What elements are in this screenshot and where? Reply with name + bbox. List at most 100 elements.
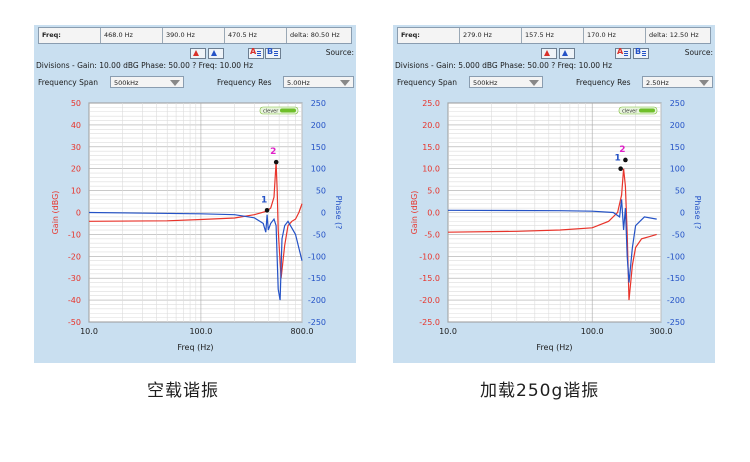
phase-tick-label: -150 (667, 274, 685, 283)
gain-tick-label: -20 (68, 252, 81, 261)
freq-res-select[interactable]: 5.00Hz (283, 76, 354, 88)
clever-logo: clever (618, 106, 658, 115)
gain-tick-label: -10.0 (419, 252, 440, 261)
phase-tick-label: 0 (680, 209, 685, 218)
frequency-settings-row: Frequency Span 500kHz Frequency Res 5.00… (36, 75, 354, 90)
phase-marker-icon[interactable] (208, 48, 224, 59)
gain-marker-icon[interactable] (190, 48, 206, 59)
phase-tick-label: 200 (311, 121, 326, 130)
freq-res-select[interactable]: 2.50Hz (642, 76, 713, 88)
gain-table-icon[interactable]: A (248, 47, 264, 59)
x-tick-label: 10.0 (439, 327, 457, 336)
gain-tick-label: 20 (71, 165, 81, 174)
source-label[interactable]: Source: (325, 48, 354, 57)
marker-label: 2 (270, 147, 276, 157)
gain-tick-label: -20.0 (419, 296, 440, 305)
marker-label: 2 (619, 145, 625, 155)
phase-tick-label: -150 (308, 274, 326, 283)
freq-span-label: Frequency Span (397, 78, 457, 87)
gain-table-icon[interactable]: A (615, 47, 631, 59)
gain-trace (88, 162, 303, 279)
gain-tick-label: -50 (68, 318, 81, 327)
x-tick-label: 10.0 (80, 327, 98, 336)
bode-plot-loaded[interactable]: 25.0 20.0 15.0 10.0 5.0 0.0 -5.0 -10.0 -15.0 -20.… (393, 93, 715, 363)
toolbar-icons: A B Source: (393, 46, 715, 60)
gain-tick-label: 50 (71, 99, 81, 108)
caption-unloaded: 空载谐振 (147, 381, 219, 401)
gain-tick-label: 5.0 (427, 187, 440, 196)
toolbar-icons: A B Source: (34, 46, 356, 60)
gain-tick-label: 15.0 (422, 143, 440, 152)
gain-tick-label: 30 (71, 143, 81, 152)
x-axis-label: Freq (Hz) (536, 343, 572, 352)
chevron-down-icon (699, 80, 709, 86)
chevron-down-icon (340, 80, 350, 86)
logo-mark (639, 108, 655, 113)
bode-plot-unloaded[interactable]: 50403020100-10-20-30-40-5025020015010050… (34, 93, 356, 363)
freq-cursor-value[interactable]: 468.0 Hz (101, 28, 163, 43)
gain-axis-label: Gain (dBG) (410, 191, 419, 235)
chevron-down-icon (170, 80, 180, 86)
logo-mark (280, 108, 296, 113)
phase-tick-label: -200 (308, 296, 326, 305)
freq-span-select[interactable]: 500kHz (110, 76, 184, 88)
phase-table-icon[interactable]: B (633, 47, 649, 59)
phase-table-icon[interactable]: B (265, 47, 281, 59)
x-tick-label: 100.0 (189, 327, 212, 336)
freq-cursor-value[interactable]: 279.0 Hz (460, 28, 522, 43)
phase-tick-label: 100 (311, 165, 326, 174)
phase-tick-label: 100 (670, 165, 685, 174)
divisions-readout: Divisions - Gain: 5.000 dBG Phase: 50.00… (395, 61, 613, 70)
divisions-readout: Divisions - Gain: 10.00 dBG Phase: 50.00… (36, 61, 254, 70)
caption-loaded: 加载250g谐振 (480, 381, 600, 401)
phase-tick-label: 50 (675, 187, 685, 196)
marker1-freq-value[interactable]: 157.5 Hz (522, 28, 584, 43)
gain-tick-label: 25.0 (422, 99, 440, 108)
marker-point (273, 159, 279, 165)
analyzer-panel-unloaded: Freq: 468.0 Hz 390.0 Hz 470.5 Hz delta: … (34, 25, 356, 363)
marker2-freq-value[interactable]: 170.0 Hz (584, 28, 646, 43)
delta-freq-value: delta: 12.50 Hz (649, 31, 699, 39)
phase-trace (88, 211, 303, 301)
x-tick-label: 300.0 (650, 327, 673, 336)
gain-tick-label: 0.0 (427, 209, 440, 218)
gain-axis-label: Gain (dBG) (51, 191, 60, 235)
freq-label: Freq: (398, 28, 460, 43)
freq-res-label: Frequency Res (217, 78, 272, 87)
analyzer-panel-loaded: Freq: 279.0 Hz 157.5 Hz 170.0 Hz delta: … (393, 25, 715, 363)
marker2-freq-value[interactable]: 470.5 Hz (225, 28, 287, 43)
gain-tick-label: -5.0 (424, 230, 440, 239)
x-tick-label: 800.0 (291, 327, 314, 336)
freq-span-select[interactable]: 500kHz (469, 76, 543, 88)
clever-logo: clever (259, 106, 299, 115)
phase-tick-label: -50 (313, 230, 326, 239)
phase-tick-label: 150 (670, 143, 685, 152)
marker-point (623, 157, 628, 163)
x-axis-label: Freq (Hz) (177, 343, 213, 352)
phase-axis-label: Phase (? (693, 196, 702, 230)
marker-label: 1 (615, 154, 621, 164)
source-label[interactable]: Source: (684, 48, 713, 57)
phase-tick-label: 250 (670, 99, 685, 108)
gain-tick-label: -40 (68, 296, 81, 305)
chevron-down-icon (529, 80, 539, 86)
phase-tick-label: -100 (667, 252, 685, 261)
marker1-freq-value[interactable]: 390.0 Hz (163, 28, 225, 43)
freq-res-label: Frequency Res (576, 78, 631, 87)
freq-span-label: Frequency Span (38, 78, 98, 87)
gain-tick-label: -30 (68, 274, 81, 283)
gain-marker-icon[interactable] (541, 48, 557, 59)
phase-tick-label: -50 (672, 230, 685, 239)
gain-tick-label: 10.0 (422, 165, 440, 174)
phase-tick-label: 150 (311, 143, 326, 152)
frequency-cursor-bar: Freq: 279.0 Hz 157.5 Hz 170.0 Hz delta: … (397, 27, 711, 44)
frequency-cursor-bar: Freq: 468.0 Hz 390.0 Hz 470.5 Hz delta: … (38, 27, 352, 44)
phase-tick-label: 50 (316, 187, 326, 196)
x-tick-label: 100.0 (581, 327, 604, 336)
phase-tick-label: -250 (667, 318, 685, 327)
frequency-settings-row: Frequency Span 500kHz Frequency Res 2.50… (395, 75, 713, 90)
gain-trace (447, 168, 657, 301)
phase-marker-icon[interactable] (559, 48, 575, 59)
gain-tick-label: 20.0 (422, 121, 440, 130)
phase-tick-label: -200 (667, 296, 685, 305)
